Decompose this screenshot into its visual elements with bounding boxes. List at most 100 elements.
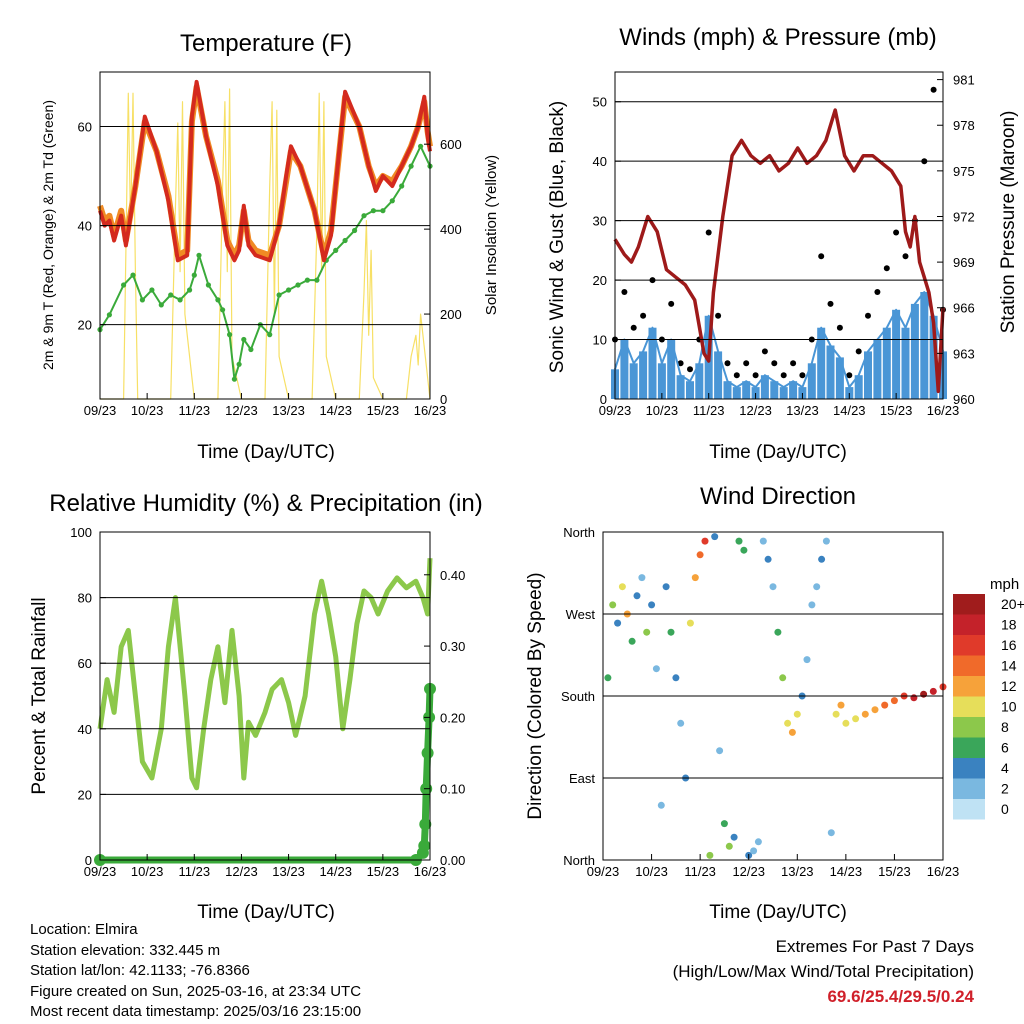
- direction-point: [701, 537, 709, 545]
- gust-point: [818, 253, 825, 260]
- y-tick-label: 600: [440, 137, 462, 152]
- x-tick-label: 13/23: [781, 864, 814, 879]
- x-tick-label: 11/23: [178, 864, 210, 879]
- y-tick-label: North: [563, 525, 595, 540]
- dewpoint-point: [418, 143, 424, 149]
- humidity-frame: [99, 531, 431, 861]
- direction-point: [769, 583, 777, 591]
- legend-label: 0: [1001, 801, 1009, 817]
- winds-left-ticks: 0 10 20 30 40 50: [593, 95, 943, 407]
- sonic-wind-bar: [723, 381, 732, 399]
- x-tick-label: 10/23: [131, 864, 164, 879]
- y-tick-label: 20: [593, 273, 607, 288]
- x-tick-label: 11/23: [684, 864, 716, 879]
- y-tick-label: 978: [953, 118, 975, 133]
- direction-point: [614, 619, 622, 627]
- temperature-panel: Temperature (F) 20 40 60 0 200 400 600 09/23 1…: [40, 30, 500, 463]
- dewpoint-point: [380, 208, 386, 214]
- legend-swatch: [953, 614, 985, 635]
- direction-point: [628, 637, 636, 645]
- gust-point: [780, 372, 787, 379]
- direction-point: [754, 838, 762, 846]
- humidity-title: Relative Humidity (%) & Precipitation (i…: [49, 490, 482, 517]
- direction-title: Wind Direction: [700, 483, 856, 510]
- dewpoint-point: [177, 297, 183, 303]
- legend-swatch: [953, 655, 985, 676]
- y-tick-label: 40: [78, 722, 92, 737]
- direction-point: [890, 697, 898, 705]
- dewpoint-point: [139, 297, 145, 303]
- temperature-right-ticks: 0 200 400 600: [424, 137, 462, 407]
- dewpoint-point: [286, 287, 292, 293]
- x-tick-label: 10/23: [635, 864, 668, 879]
- extremes-box: Extremes For Past 7 Days (High/Low/Max W…: [673, 934, 974, 1009]
- sonic-wind-bar: [835, 357, 844, 399]
- gust-point: [893, 229, 900, 236]
- winds-plot-area: [611, 86, 947, 399]
- precipitation-point: [418, 839, 431, 852]
- y-tick-label: 0: [440, 392, 447, 407]
- direction-point: [633, 592, 641, 600]
- gust-point: [752, 372, 759, 379]
- dewpoint-point: [231, 376, 237, 382]
- direction-point: [842, 719, 850, 727]
- legend-swatch: [953, 635, 985, 656]
- figure-created: Figure created on Sun, 2025-03-16, at 23…: [30, 982, 362, 1000]
- y-tick-label: 0.00: [440, 853, 465, 868]
- dewpoint-point: [168, 292, 174, 298]
- speed-legend-title: mph: [990, 576, 1019, 593]
- direction-point: [711, 533, 719, 541]
- sonic-wind-bar: [695, 363, 704, 399]
- sonic-wind-bar: [714, 351, 723, 399]
- dewpoint-point: [215, 297, 221, 303]
- recent-timestamp: Most recent data timestamp: 2025/03/16 2…: [30, 1003, 362, 1020]
- gust-point: [874, 289, 881, 295]
- x-tick-label: 14/23: [319, 403, 352, 418]
- legend-label: 16: [1001, 637, 1017, 653]
- direction-point: [813, 583, 821, 591]
- x-tick-label: 09/23: [599, 403, 632, 418]
- extremes-subtitle: (High/Low/Max Wind/Total Precipitation): [672, 962, 974, 981]
- direction-x-ticks: 09/23 10/23 11/23 12/23 13/23 14/23 15/23 16/23: [587, 854, 959, 879]
- y-tick-label: 963: [953, 346, 975, 361]
- direction-point: [929, 687, 937, 695]
- x-tick-label: 12/23: [739, 403, 772, 418]
- gust-point: [883, 265, 890, 272]
- relative-humidity-line: [97, 558, 433, 791]
- temperature-x-ticks: 09/23 10/23 11/23 12/23 13/23 14/23 15/23 16/23: [84, 393, 446, 418]
- x-tick-label: 14/23: [830, 864, 863, 879]
- direction-point: [657, 801, 665, 809]
- dewpoint-point: [399, 183, 405, 189]
- direction-point: [779, 674, 787, 682]
- gust-point: [677, 360, 684, 367]
- gust-point: [715, 312, 722, 319]
- y-tick-label: 60: [78, 656, 92, 671]
- y-tick-label: 30: [593, 214, 607, 229]
- direction-point: [764, 555, 772, 563]
- sonic-wind-bar: [667, 339, 676, 399]
- sonic-wind-bar: [770, 381, 779, 399]
- direction-ylabel-left: Direction (Colored By Speed): [525, 572, 546, 819]
- direction-point: [677, 719, 685, 727]
- y-tick-label: 100: [70, 525, 92, 540]
- temperature-ylabel-left: 2m & 9m T (Red, Orange) & 2m Td (Green): [40, 100, 56, 370]
- dewpoint-point: [267, 332, 273, 338]
- y-tick-label: 10: [593, 333, 607, 348]
- direction-point: [618, 583, 626, 591]
- humidity-x-ticks: 09/23 10/23 11/23 12/23 13/23 14/23 15/23 16/23: [84, 854, 446, 879]
- dewpoint-point: [314, 277, 320, 283]
- speed-legend-items: 20+ 18 16 14 12 10 8 6 4 2 0: [953, 594, 1024, 820]
- direction-point: [652, 665, 660, 673]
- y-tick-label: 0.30: [440, 639, 465, 654]
- gust-point: [865, 312, 871, 319]
- gust-point: [630, 324, 637, 331]
- humidity-xlabel: Time (Day/UTC): [197, 902, 335, 923]
- y-tick-label: 0.40: [440, 568, 465, 583]
- direction-point: [725, 842, 733, 850]
- precipitation-point: [421, 747, 434, 759]
- y-tick-label: 60: [78, 120, 92, 135]
- dewpoint-point: [121, 282, 127, 288]
- direction-point: [827, 829, 835, 837]
- x-tick-label: 13/23: [272, 403, 305, 418]
- x-tick-label: 16/23: [927, 403, 960, 418]
